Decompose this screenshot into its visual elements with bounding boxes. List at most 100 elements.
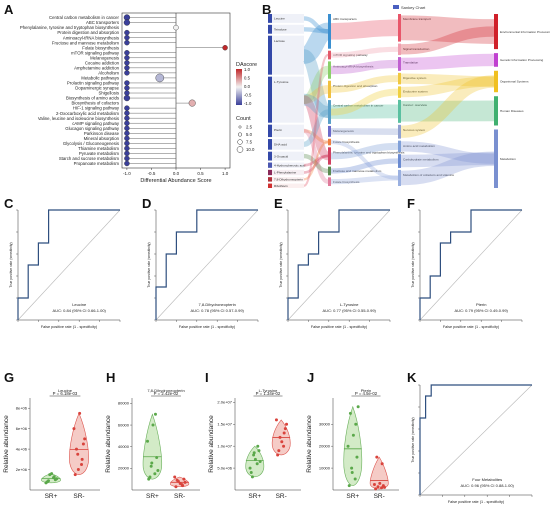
- panel-a-pathway-label: Biosynthesis of amino acids: [66, 96, 119, 101]
- violin-category-label: SR+: [146, 493, 159, 500]
- panel-b-third-node: [398, 86, 401, 98]
- panel-a-pathway-label: Biosynthesis of cofactors: [71, 101, 119, 106]
- panel-a-dot: [173, 24, 179, 31]
- panel-b-left-label: 4-Hydroxybenzoic acid: [274, 163, 306, 167]
- panel-b-middle-label: Central carbon metabolism in cancer: [333, 103, 383, 107]
- panel-a-pathway-label: Shigellosis: [98, 91, 119, 96]
- panel-b-left-label: DHA acid: [274, 142, 287, 146]
- panel-a-pathway-label: 2-Oxocarboxylic acid metabolism: [56, 111, 119, 116]
- violin-point: [376, 485, 380, 489]
- violin-y-tick-label: 30000: [319, 422, 331, 427]
- panel-b-third-node: [398, 43, 401, 56]
- panel-a-legend-count-circle: [237, 132, 243, 137]
- panel-b-link: [303, 154, 329, 174]
- violin-point: [346, 444, 350, 448]
- panel-a-pathway-label: cAMP signaling pathway: [72, 121, 120, 126]
- roc-curve: [419, 209, 522, 320]
- panel-b-link: [400, 152, 495, 168]
- violin-point: [274, 418, 278, 422]
- panel-a-pathway-label: Glycolysis / Gluconeogenesis: [63, 141, 119, 146]
- panel-a-pathway-label: Folate biosynthesis: [82, 45, 119, 50]
- panel-a-pathway-label: Pyruvate metabolism: [79, 151, 120, 156]
- violin-point: [354, 422, 358, 426]
- violin-point: [151, 423, 155, 427]
- panel-a-legend-da-title: DAscore: [236, 62, 257, 68]
- violin-point: [74, 447, 78, 451]
- panel-a-pathway-label: Central carbon metabolism in cancer: [49, 15, 120, 20]
- panel-a-dot: [124, 115, 130, 121]
- panel-a-pathway-label: Metabolic pathways: [81, 76, 119, 81]
- panel-letter-k: K: [407, 370, 417, 385]
- panel-b-link: [303, 128, 329, 184]
- violin-y-tick-label: 2e+06: [16, 467, 28, 472]
- violin-category-label: SR+: [248, 493, 261, 500]
- violin-point: [149, 464, 153, 468]
- panel-a-dot: [124, 55, 130, 61]
- violin-y-tick-label: 1.5e+07: [217, 422, 232, 427]
- panel-letter-h: H: [106, 370, 116, 385]
- roc-y-label: True positive rate (sensitivity): [279, 242, 283, 287]
- panel-b-middle-label: mTOR signaling pathway: [333, 53, 368, 57]
- violin-point: [146, 439, 150, 443]
- panel-a-legend-da-tick: 0.5: [244, 76, 251, 81]
- panel-b-right-node: [494, 14, 498, 50]
- roc-x-label: False positive rate (1 - specificity): [448, 500, 505, 504]
- panel-b-link: [302, 53, 330, 187]
- panel-b-link: [400, 26, 495, 55]
- panel-b-middle-label: Melanogenesis: [333, 129, 354, 133]
- panel-b-left-band: [272, 162, 304, 168]
- violin-pvalue: P = 4.5e-02: [355, 391, 378, 396]
- panel-b-link: [330, 19, 399, 40]
- panel-a-pathway-label: Phenylalanine, tyrosine and tryptophan b…: [20, 25, 119, 30]
- panel-a-dot: [124, 65, 130, 71]
- violin-point: [155, 456, 159, 460]
- panel-b-third-label: Translation: [403, 60, 418, 64]
- panel-a-legend-count-circle: [238, 125, 242, 129]
- panel-letter-f: F: [407, 196, 415, 211]
- violin-point: [178, 482, 182, 486]
- panel-a-x-tick-label: 0.0: [173, 171, 180, 176]
- panel-b-left-label: 3-Oxoacid: [274, 154, 288, 158]
- panel-a-dot: [222, 45, 228, 51]
- violin-point: [153, 472, 157, 476]
- panel-b-link: [303, 109, 329, 148]
- panel-b-right-label: Human Diseases: [500, 109, 524, 113]
- panel-letter-d: D: [142, 196, 152, 211]
- panel-a-x-tick-label: -0.5: [148, 171, 156, 176]
- panel-a-pathway-label: Mineral absorption: [84, 136, 120, 141]
- panel-b-left-node: [268, 76, 272, 123]
- panel-b-left-node: [268, 162, 272, 168]
- violin-point: [156, 469, 160, 473]
- violin-y-tick-label: 5.0e+06: [217, 465, 232, 470]
- violin-category-label: SR-: [73, 493, 84, 500]
- violin-point: [348, 411, 352, 415]
- panel-b-third-label: Cancer: overview: [403, 103, 428, 107]
- violin-point: [283, 427, 287, 431]
- panel-a-pathway-label: Cocaine addiction: [85, 60, 120, 65]
- violin-point: [72, 427, 76, 431]
- panel-a-legend-count-title: Count: [236, 116, 251, 122]
- violin-title: Pterin: [361, 388, 371, 393]
- panel-a-dot: [124, 120, 130, 126]
- panel-a-dot: [124, 90, 130, 96]
- panel-a-pathway-label: Dopaminergic synapse: [75, 86, 119, 91]
- roc-curve: [419, 384, 532, 495]
- violin-point: [83, 437, 87, 441]
- roc-annotation-name: 7,8-Dihydroneopterin: [199, 302, 236, 307]
- violin-point: [76, 452, 80, 456]
- panel-b-middle-node: [328, 14, 331, 49]
- panel-a-pathway-label: Protein digestion and absorption: [57, 30, 119, 35]
- panel-b-link: [303, 27, 329, 34]
- violin-point: [46, 479, 50, 483]
- violin-point: [257, 449, 261, 453]
- violin-point: [372, 483, 376, 487]
- violin-category-label: SR-: [276, 493, 287, 500]
- panel-a-dot: [124, 29, 130, 36]
- panel-a-dot: [124, 70, 130, 76]
- panel-a-dot: [123, 19, 131, 26]
- panel-a-pathway-label: Propanoate metabolism: [74, 161, 120, 166]
- roc-x-label: False positive rate (1 - specificity): [443, 325, 500, 329]
- panel-a-dot: [155, 73, 165, 83]
- roc-annotation-auc: AUC: 0.78 (95% CI 0.57-0.99): [191, 308, 245, 313]
- panel-letter-i: I: [205, 370, 209, 385]
